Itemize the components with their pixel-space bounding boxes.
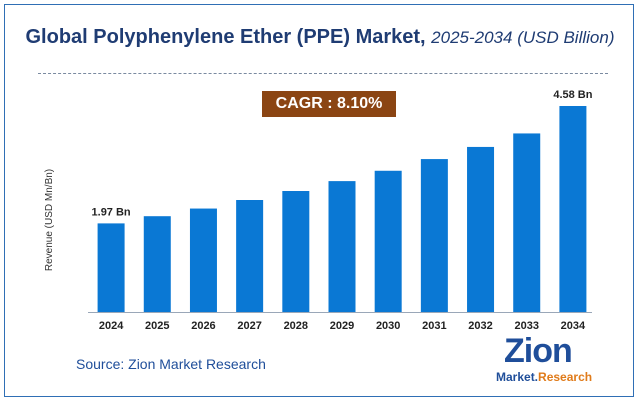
- x-tick-2026: 2026: [191, 320, 215, 332]
- bar-2024: [97, 223, 125, 312]
- x-tick-2030: 2030: [376, 320, 400, 332]
- x-tick-2032: 2032: [468, 320, 492, 332]
- source-note: Source: Zion Market Research: [76, 356, 266, 372]
- x-tick-2033: 2033: [514, 320, 538, 332]
- bar-2034: [559, 106, 587, 312]
- x-tick-2024: 2024: [99, 320, 124, 332]
- bar-2031: [420, 159, 448, 312]
- data-label-2034: 4.58 Bn: [553, 89, 592, 101]
- data-label-2024: 1.97 Bn: [92, 206, 131, 218]
- y-axis-label: Revenue (USD Mn/Bn): [44, 169, 55, 271]
- chart-title: Global Polyphenylene Ether (PPE) Market,…: [0, 26, 640, 49]
- bar-2025: [143, 216, 171, 312]
- title-subtitle: 2025-2034 (USD Billion): [431, 28, 615, 47]
- x-tick-2025: 2025: [145, 320, 169, 332]
- bar-2032: [467, 146, 495, 312]
- zion-logo: Zion Market.Research: [494, 332, 604, 388]
- bar-2026: [189, 208, 217, 312]
- title-divider: [38, 73, 608, 74]
- logo-tagline-b: Research: [538, 370, 593, 384]
- logo-tagline-a: Market.: [496, 370, 539, 384]
- cagr-badge: CAGR : 8.10%: [262, 91, 396, 117]
- bar-2029: [328, 181, 356, 312]
- logo-wordmark: Zion: [504, 332, 573, 370]
- x-tick-2027: 2027: [237, 320, 261, 332]
- x-tick-2034: 2034: [561, 320, 586, 332]
- bar-2033: [513, 133, 541, 312]
- logo-tagline: Market.Research: [496, 370, 592, 384]
- bar-2027: [236, 200, 264, 312]
- x-tick-2029: 2029: [330, 320, 354, 332]
- x-tick-2031: 2031: [422, 320, 446, 332]
- bar-2028: [282, 191, 310, 312]
- bar-2030: [374, 170, 402, 312]
- x-tick-2028: 2028: [284, 320, 308, 332]
- title-main: Global Polyphenylene Ether (PPE) Market,: [25, 26, 426, 48]
